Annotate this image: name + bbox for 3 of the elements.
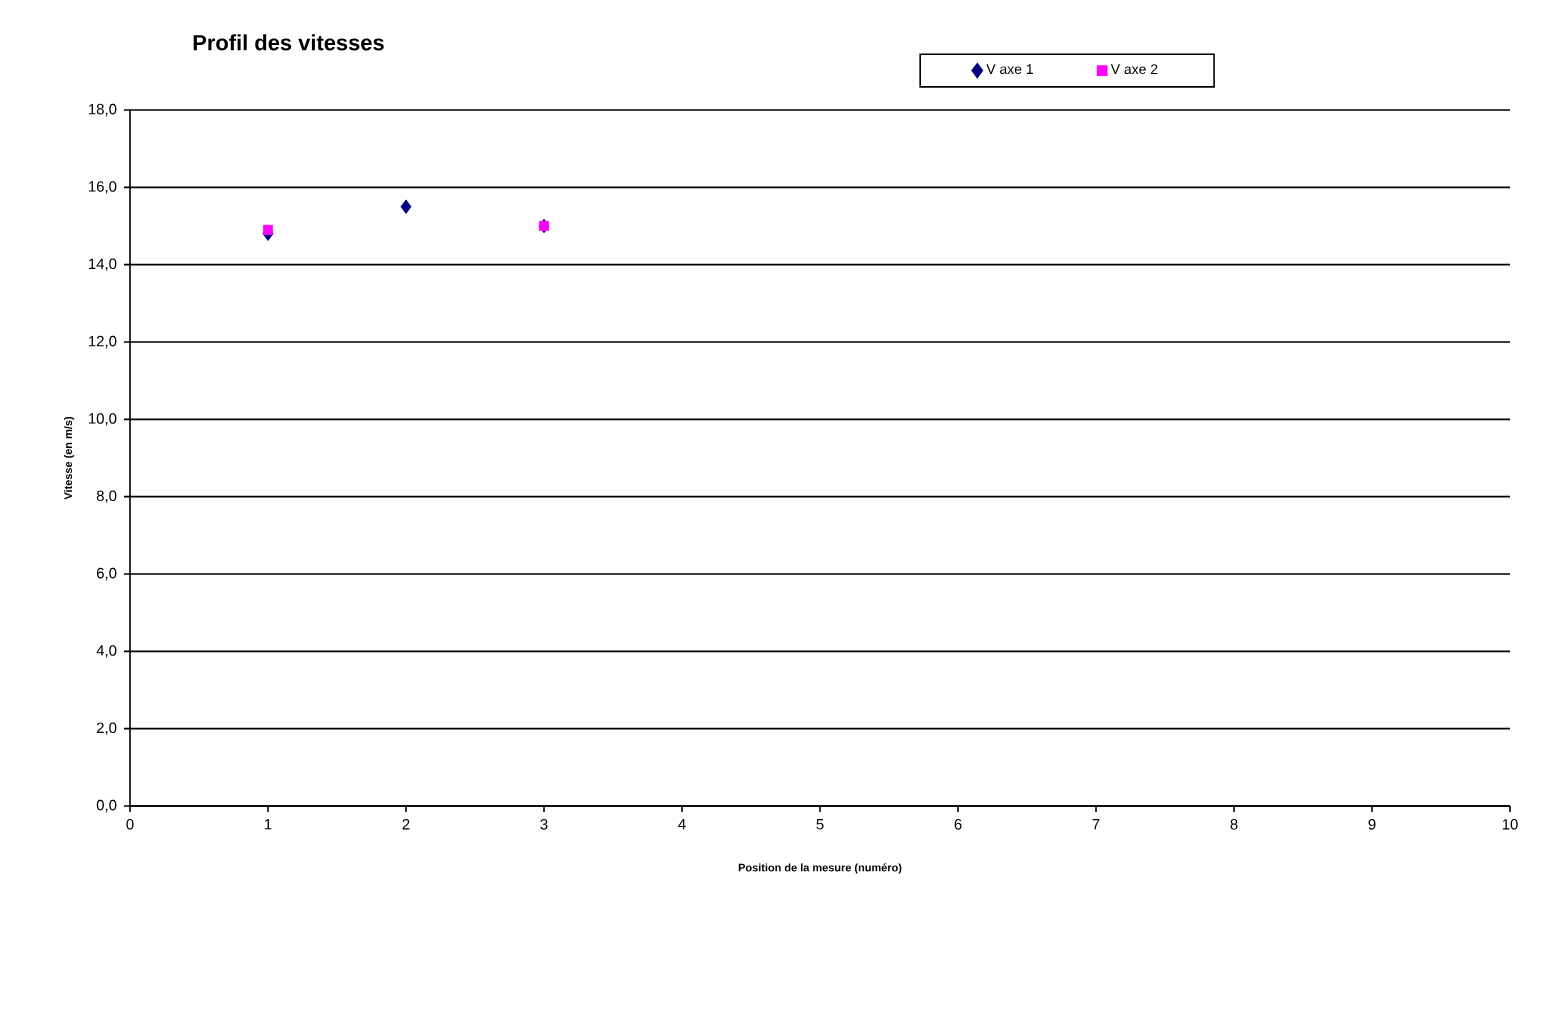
point xyxy=(400,199,412,214)
chart-title: Profil des vitesses xyxy=(193,34,384,51)
point xyxy=(263,224,273,235)
